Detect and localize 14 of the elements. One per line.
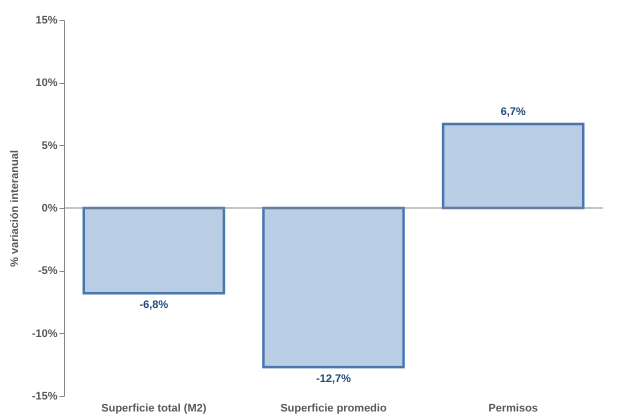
y-tick-label: 0% [42, 202, 58, 214]
x-tick-label: Superficie promedio [280, 402, 387, 414]
data-label: -12,7% [316, 373, 352, 386]
y-tick-label: -5% [38, 265, 58, 278]
data-label: 6,7% [500, 106, 526, 118]
x-tick-label: Permisos [488, 402, 538, 414]
x-tick-label: Superficie total (M2) [101, 402, 207, 414]
y-tick-label: 5% [42, 140, 58, 152]
data-label: -6,8% [139, 299, 168, 312]
y-tick-label: -15% [32, 390, 58, 402]
y-tick-label: 15% [35, 14, 58, 26]
y-tick-label: 10% [35, 77, 58, 90]
y-tick-label: -10% [32, 328, 58, 340]
y-axis-title: % variación interanual [8, 150, 21, 267]
